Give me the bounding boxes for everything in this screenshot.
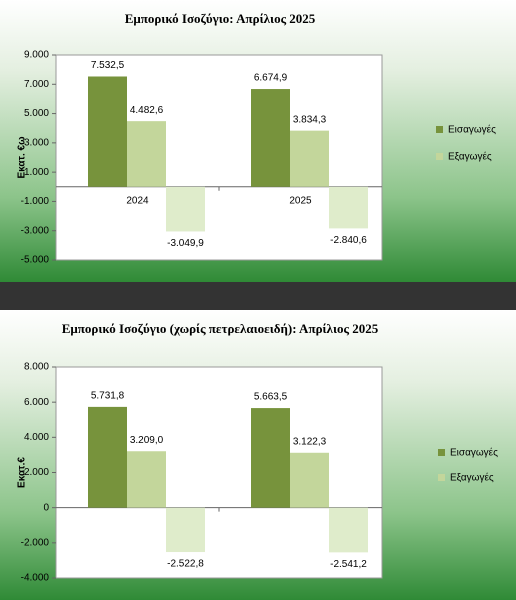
y-tick-label: 8.000 xyxy=(24,362,49,373)
value-label: 5.731,8 xyxy=(91,391,125,402)
chart: Εμπορικό Ισοζύγιο (χωρίς πετρελαιοειδή):… xyxy=(17,321,498,584)
y-tick-label: -1.000 xyxy=(21,196,50,207)
bar xyxy=(251,408,290,508)
separator xyxy=(0,282,516,310)
bar xyxy=(166,507,205,553)
value-label: 4.482,6 xyxy=(130,105,164,116)
value-label: 3.834,3 xyxy=(293,114,327,125)
legend-label: Εξαγωγές xyxy=(450,472,494,484)
value-label: -3.049,9 xyxy=(167,238,204,249)
y-tick-label: 6.000 xyxy=(24,397,49,408)
legend-swatch xyxy=(436,126,443,133)
y-tick-label: 4.000 xyxy=(24,432,49,443)
x-tick-label: 2024 xyxy=(126,195,149,206)
y-axis-label: Εκατ. €ω xyxy=(17,136,28,179)
value-label: 7.532,5 xyxy=(91,60,125,71)
y-tick-label: 7.000 xyxy=(24,79,49,90)
y-tick-label: 1.000 xyxy=(24,167,49,178)
value-label: -2.840,6 xyxy=(330,235,367,246)
legend-label: Εισαγωγές xyxy=(448,124,496,136)
x-tick-label: 2025 xyxy=(289,195,312,206)
bar xyxy=(251,89,290,187)
bar xyxy=(329,186,368,229)
y-tick-label: 0 xyxy=(43,502,49,513)
legend-swatch xyxy=(436,153,443,160)
value-label: 3.209,0 xyxy=(130,435,164,446)
bar xyxy=(88,76,127,187)
bar xyxy=(329,507,368,553)
y-tick-label: 3.000 xyxy=(24,137,49,148)
y-tick-label: -2.000 xyxy=(21,537,50,548)
y-tick-label: 5.000 xyxy=(24,108,49,119)
bar xyxy=(166,186,205,232)
y-tick-label: 9.000 xyxy=(24,50,49,61)
value-label: 5.663,5 xyxy=(254,392,288,403)
y-tick-label: -4.000 xyxy=(21,573,50,584)
y-tick-label: -3.000 xyxy=(21,225,50,236)
chart-panel: Εμπορικό Ισοζύγιο: Απρίλιος 2025 Εκατ. €ω… xyxy=(0,0,516,282)
value-label: 6.674,9 xyxy=(254,73,288,84)
bar xyxy=(127,121,166,187)
chart-panel: Εμπορικό Ισοζύγιο (χωρίς πετρελαιοειδή):… xyxy=(0,310,516,600)
bar xyxy=(88,406,127,508)
bar xyxy=(127,451,166,508)
value-label: -2.541,2 xyxy=(330,559,367,570)
y-tick-label: -5.000 xyxy=(21,255,50,266)
bar xyxy=(290,130,329,187)
bar xyxy=(290,452,329,508)
y-tick-label: 2.000 xyxy=(24,467,49,478)
value-label: -2.522,8 xyxy=(167,559,204,570)
legend-label: Εισαγωγές xyxy=(450,447,498,459)
value-label: 3.122,3 xyxy=(293,436,327,447)
legend-swatch xyxy=(438,449,445,456)
legend-label: Εξαγωγές xyxy=(448,151,492,163)
chart: Εμπορικό Ισοζύγιο: Απρίλιος 2025 Εκατ. €ω… xyxy=(17,11,496,266)
chart-title: Εμπορικό Ισοζύγιο (χωρίς πετρελαιοειδή):… xyxy=(62,321,379,336)
legend-swatch xyxy=(438,474,445,481)
chart-title: Εμπορικό Ισοζύγιο: Απρίλιος 2025 xyxy=(125,11,316,26)
y-axis-label: Εκατ.€ xyxy=(17,457,28,488)
